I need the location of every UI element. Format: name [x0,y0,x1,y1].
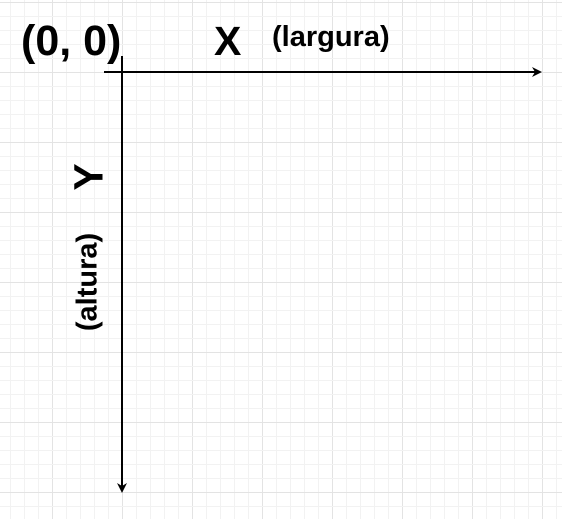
origin-label: (0, 0) [21,17,122,65]
x-axis-unit-label: (largura) [272,21,390,53]
x-axis-label: X [214,18,242,64]
y-axis-label: Y [65,163,112,191]
y-axis-unit-label: (altura) [71,232,104,332]
